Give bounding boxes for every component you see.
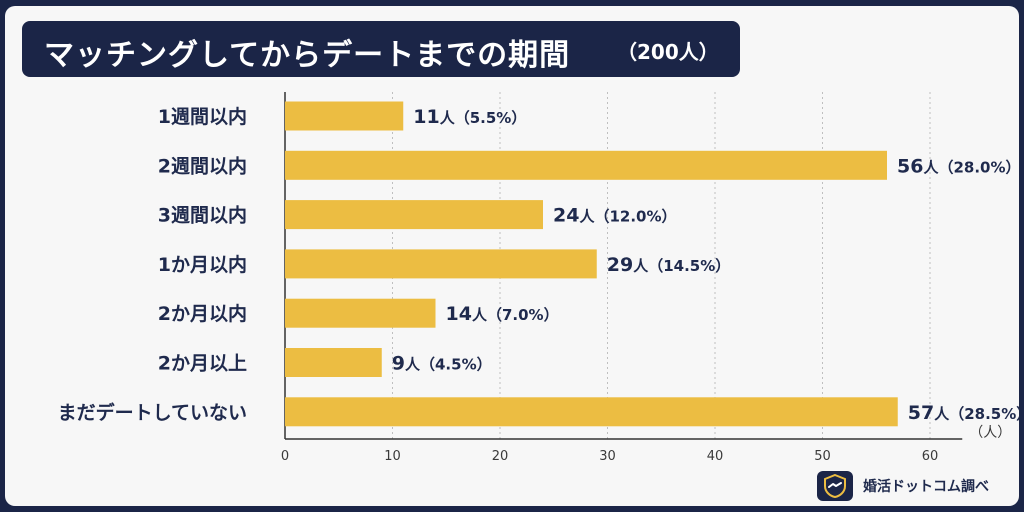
data-label: 24人（12.0%） (553, 205, 677, 227)
bar (285, 298, 436, 328)
x-unit-label: （人） (969, 425, 1011, 441)
category-label: まだデートしていない (58, 401, 247, 424)
chart-subtitle: （200人） (617, 40, 719, 64)
x-tick-label: 30 (599, 449, 616, 464)
bar (285, 397, 898, 427)
data-label: 29人（14.5%） (607, 254, 731, 276)
category-label: 1か月以内 (158, 253, 247, 276)
data-label: 57人（28.5%） (908, 402, 1019, 424)
bar (285, 200, 543, 230)
chart-title: マッチングしてからデートまでの期間 (44, 38, 571, 73)
data-label: 56人（28.0%） (897, 155, 1019, 177)
title-banner: マッチングしてからデートまでの期間 （200人） (22, 21, 740, 77)
category-label: 2週間以内 (158, 154, 247, 177)
brand-text: 婚活ドットコム調べ (863, 479, 989, 495)
x-tick-label: 20 (492, 449, 509, 464)
x-tick-label: 0 (281, 449, 289, 464)
brand-credit: 婚活ドットコム調べ (817, 470, 989, 502)
category-label: 2か月以上 (158, 353, 247, 375)
bar (285, 101, 404, 131)
data-label: 14人（7.0%） (446, 303, 559, 325)
bar (285, 249, 597, 279)
bar (285, 348, 382, 377)
x-tick-label: 50 (814, 449, 831, 464)
handshake-shield-icon (817, 471, 853, 501)
category-label: 3週間以内 (158, 204, 247, 227)
data-label: 11人（5.5%） (413, 106, 526, 128)
category-label: 2か月以内 (158, 302, 247, 325)
x-tick-label: 60 (922, 449, 939, 464)
chart-card: マッチングしてからデートまでの期間 （200人） 0 10 20 30 40 50 60 （人… (5, 6, 1019, 506)
bar (285, 150, 887, 180)
x-tick-label: 40 (707, 449, 724, 464)
x-tick-label: 10 (384, 449, 401, 464)
bar-chart: 0 10 20 30 40 50 60 （人） 1週間以内 11人（5.5%） 2週間以内 56人（2… (58, 92, 1019, 464)
category-label: 1週間以内 (158, 105, 247, 128)
data-label: 9人（4.5%） (392, 353, 492, 375)
